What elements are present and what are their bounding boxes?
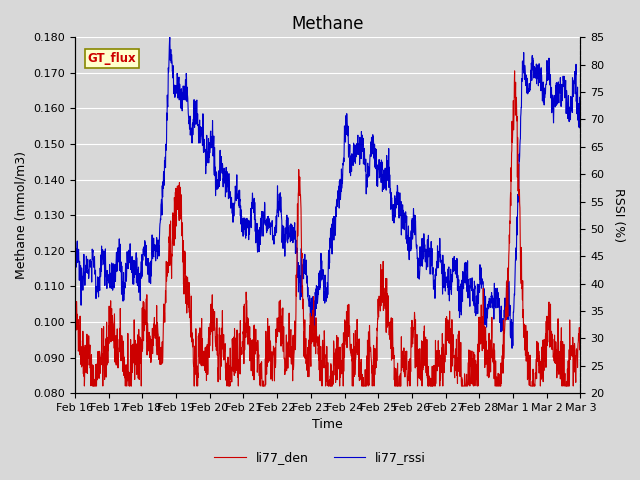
li77_rssi	[97, 271, 105, 276]
li77_den	[88, 383, 96, 389]
Title: Methane: Methane	[291, 15, 364, 33]
li77_rssi	[71, 263, 79, 269]
li77_den	[562, 383, 570, 389]
li77_rssi	[317, 251, 325, 256]
Line: li77_den: li77_den	[75, 71, 580, 386]
li77_rssi	[508, 346, 516, 351]
Y-axis label: Methane (mmol/m3): Methane (mmol/m3)	[15, 151, 28, 279]
li77_den	[97, 362, 105, 368]
li77_den	[469, 364, 477, 370]
Legend: li77_den, li77_rssi: li77_den, li77_rssi	[209, 446, 431, 469]
li77_den	[304, 345, 312, 350]
Text: GT_flux: GT_flux	[88, 51, 136, 65]
li77_den	[317, 364, 325, 370]
li77_rssi	[563, 111, 570, 117]
Line: li77_rssi: li77_rssi	[75, 37, 580, 348]
li77_rssi	[304, 293, 312, 299]
li77_rssi	[469, 287, 477, 292]
li77_den	[563, 383, 570, 389]
li77_den	[511, 68, 518, 74]
Y-axis label: RSSI (%): RSSI (%)	[612, 188, 625, 242]
li77_rssi	[577, 104, 584, 110]
li77_den	[71, 325, 79, 331]
li77_rssi	[166, 35, 173, 40]
li77_rssi	[562, 94, 570, 100]
X-axis label: Time: Time	[312, 419, 343, 432]
li77_den	[577, 340, 584, 346]
